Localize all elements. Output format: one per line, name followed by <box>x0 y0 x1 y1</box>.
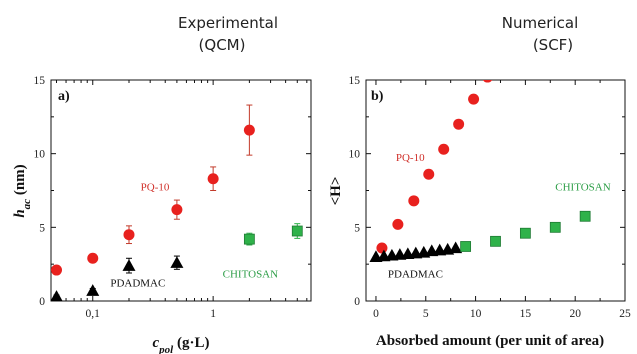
panel-a-pdadmac-point <box>170 256 184 268</box>
panel-b-x-tick-label: 15 <box>520 308 532 320</box>
panel-b-annotation-pdadmac: PDADMAC <box>388 268 443 280</box>
panel-b-pq-10-point <box>482 80 493 83</box>
panel-a-y-tick-label: 5 <box>39 222 45 234</box>
panel-b-chitosan-point <box>460 241 472 252</box>
panel-a-y-axis-label: hac (nm) <box>12 164 33 217</box>
panel-a-y-label-main: h <box>12 209 28 217</box>
panel-b-x-axis-label: Absorbed amount (per unit of area) <box>376 333 604 349</box>
panel-b-annotation-pq-10: PQ-10 <box>396 152 425 164</box>
panel-a-pdadmac-point <box>51 290 63 301</box>
panel-a-x-label-sub: pol <box>158 344 174 354</box>
panel-a-chitosan-point <box>243 233 255 245</box>
panel-b-pq-10-point <box>468 93 480 105</box>
panel-b-chitosan-point <box>579 210 591 222</box>
panel-b-chitosan-point <box>519 227 531 239</box>
panel-b-chart: b) 0 5 10 15 0 5 10 15 20 25 PQ-10 PDADMAC CHITOSAN… <box>328 75 631 349</box>
panel-a-y-tick-label: 15 <box>34 75 46 87</box>
panel-a-y-tick-label: 10 <box>34 149 46 161</box>
panel-a-y-tick-label: 0 <box>39 296 45 308</box>
panel-a-annotation-pdadmac: PDADMAC <box>110 277 165 289</box>
panel-a-pq-10-point <box>171 204 183 216</box>
panel-b-annotation-chitosan: CHITOSAN <box>555 182 610 194</box>
panel-b-pq-10-point <box>423 168 435 180</box>
panel-a-x-axis-label: cpol (g·L) <box>153 335 210 354</box>
panel-a-pdadmac-point <box>122 259 136 271</box>
panel-a-label: a) <box>58 89 70 104</box>
panel-b-y-tick-label: 15 <box>349 75 361 87</box>
panel-a-y-label-sub: ac <box>21 199 33 210</box>
panel-b-y-tick-label: 0 <box>354 296 360 308</box>
panel-a-pdadmac-point <box>86 284 100 296</box>
panel-a-pq-10-point <box>123 229 135 241</box>
panel-b-x-tick-label: 10 <box>470 308 482 320</box>
panel-a-pq-10-point <box>51 264 63 276</box>
left-heading-line-1: Experimental <box>178 14 278 32</box>
panel-b-x-tick-label: 0 <box>373 308 379 320</box>
right-heading-line-2: (SCF) <box>533 36 573 54</box>
panel-b-y-axis-label: <H> <box>328 177 344 206</box>
right-heading-line-1: Numerical <box>502 14 579 32</box>
panel-a-x-tick-label: 0,1 <box>86 308 101 320</box>
panel-b-y-tick-label: 10 <box>349 149 361 161</box>
panel-b-x-tick-label: 20 <box>569 308 581 320</box>
panel-b-y-tick-label: 5 <box>354 222 360 234</box>
panel-b-chitosan-point <box>549 221 561 233</box>
panel-a-chitosan-point <box>291 225 303 237</box>
panel-a-annotation-pq-10: PQ-10 <box>141 182 170 194</box>
panel-b-pq-10-point <box>408 195 420 207</box>
panel-b-x-tick-label: 5 <box>423 308 429 320</box>
panel-b-label: b) <box>371 89 384 104</box>
panel-a-x-label-unit: (g·L) <box>173 335 209 351</box>
panel-a-pq-10-point <box>87 252 99 264</box>
panel-a-pq-10-point <box>207 173 219 185</box>
panel-b-pq-10-point <box>376 242 388 254</box>
panel-a-pq-10-point <box>243 124 255 136</box>
panel-b-chitosan-point <box>490 235 501 247</box>
panel-b-pq-10-point <box>438 143 450 155</box>
panel-a-y-label-unit: (nm) <box>12 164 28 199</box>
panel-a-annotation-chitosan: CHITOSAN <box>223 268 278 280</box>
panel-b-pq-10-point <box>453 118 465 130</box>
panel-b-pq-10-point <box>392 218 404 230</box>
panel-a-x-tick-label: 1 <box>210 308 216 320</box>
panel-b-pdadmac-point <box>449 241 463 254</box>
panel-b-x-tick-label: 25 <box>619 308 631 320</box>
panel-a-x-label-main: c <box>153 335 160 351</box>
left-heading-line-2: (QCM) <box>199 36 246 54</box>
panel-a-chart: a) 0 5 10 15 0,1 1 PQ-10 PDADMAC CHITOSAN cpol … <box>12 75 312 354</box>
